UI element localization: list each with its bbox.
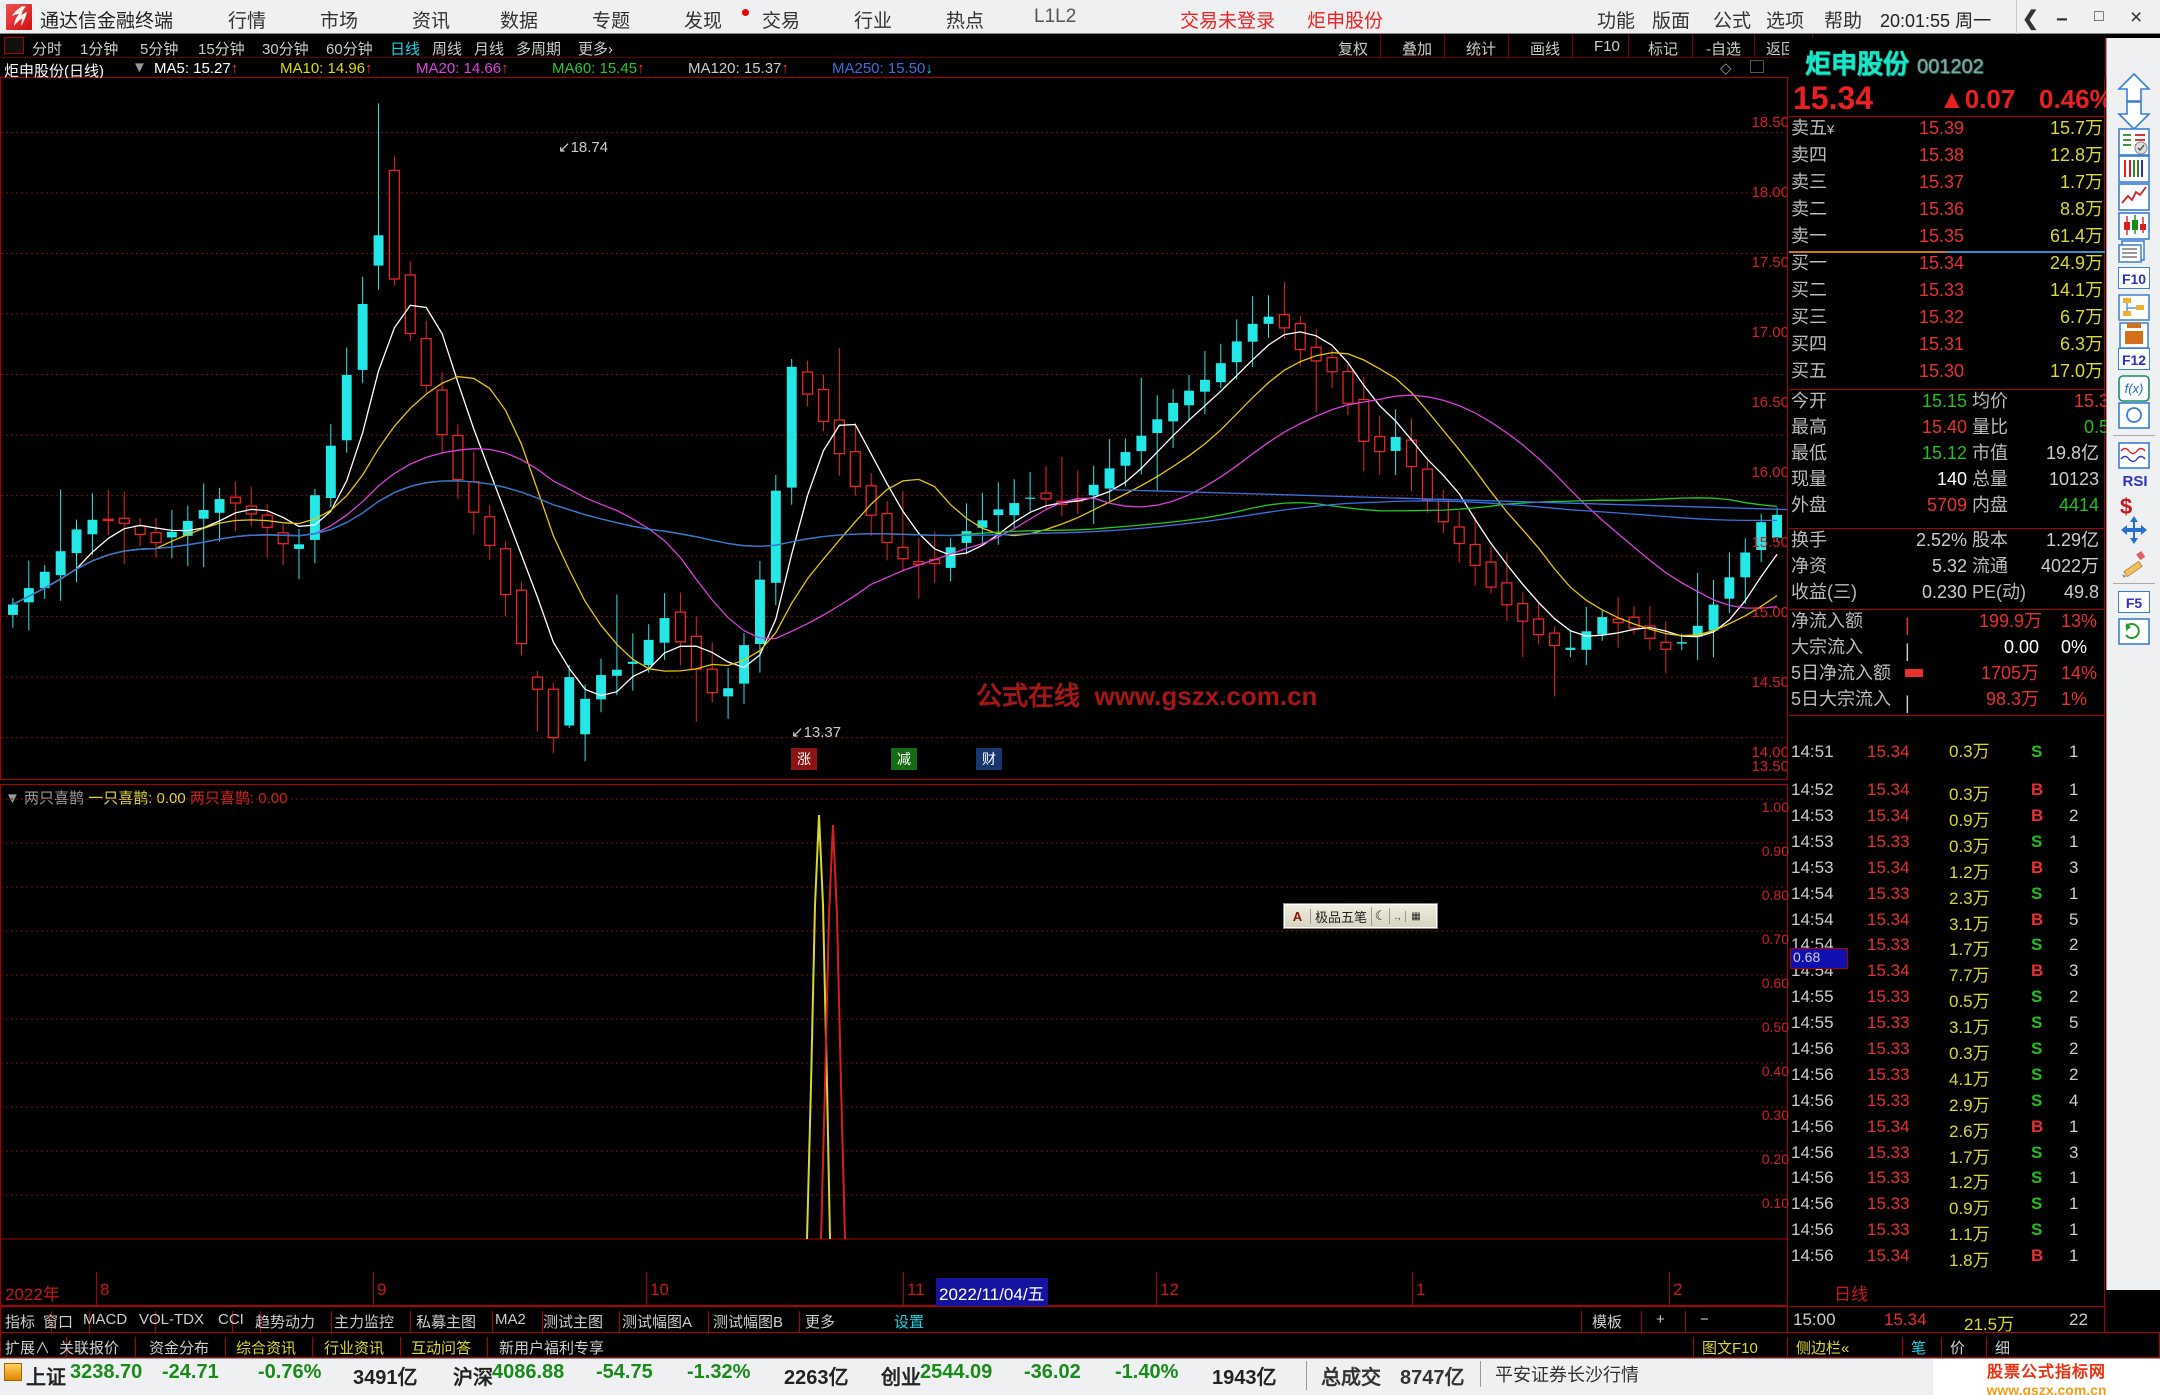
svg-text:f(x): f(x) (2125, 381, 2144, 396)
